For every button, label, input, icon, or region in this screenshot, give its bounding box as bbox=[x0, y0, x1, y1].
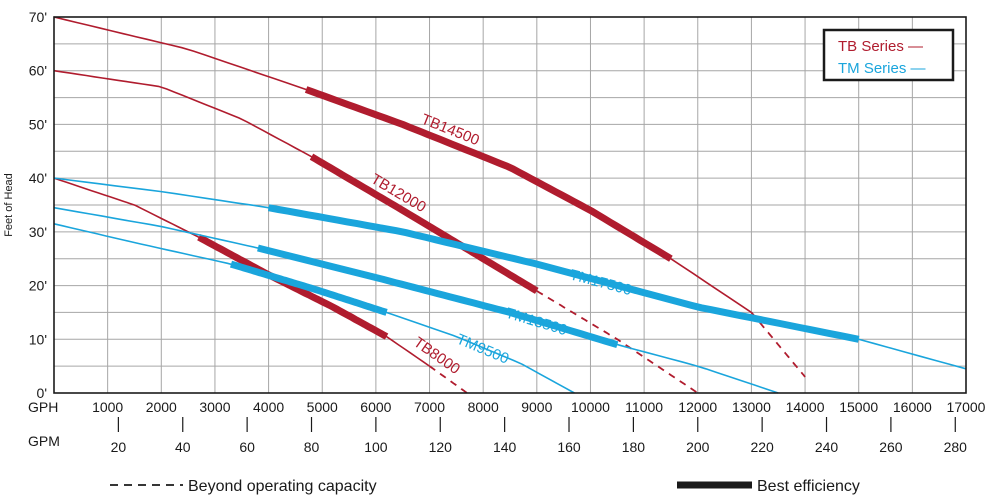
series-tb8000-best-efficiency bbox=[197, 234, 389, 340]
gpm-tick-label: 100 bbox=[364, 439, 388, 455]
gpm-tick-label: 240 bbox=[815, 439, 839, 455]
series-tb12000-best-efficiency bbox=[309, 153, 539, 294]
gph-tick-label: 6000 bbox=[360, 399, 391, 415]
legend: TB Series — TM Series — bbox=[822, 28, 955, 82]
y-tick-label: 10' bbox=[29, 331, 47, 347]
y-tick-label: 70' bbox=[29, 9, 47, 25]
series-tm9500-best-efficiency bbox=[229, 260, 388, 316]
gph-tick-label: 1000 bbox=[92, 399, 123, 415]
legend-box bbox=[822, 28, 955, 82]
gph-tick-label: 16000 bbox=[893, 399, 932, 415]
gpm-tick-label: 220 bbox=[750, 439, 774, 455]
gpm-tick-label: 200 bbox=[686, 439, 710, 455]
gpm-tick-label: 180 bbox=[622, 439, 646, 455]
gph-tick-label: 9000 bbox=[521, 399, 552, 415]
y-tick-label: 30' bbox=[29, 224, 47, 240]
y-tick-labels: 0' 10' 20' 30' 40' 50' 60' 70' bbox=[29, 9, 47, 401]
y-tick-label: 50' bbox=[29, 116, 47, 132]
gph-tick-label: 14000 bbox=[786, 399, 825, 415]
gpm-tick-label: 260 bbox=[879, 439, 903, 455]
gph-tick-label: 2000 bbox=[146, 399, 177, 415]
legend-item-tm: TM Series — bbox=[838, 60, 926, 77]
legend-item-tb: TB Series — bbox=[838, 38, 923, 55]
series-tb14500-beyond-capacity bbox=[750, 311, 806, 378]
curves bbox=[53, 16, 967, 394]
y-tick-label: 60' bbox=[29, 63, 47, 79]
gph-tick-label: 12000 bbox=[678, 399, 717, 415]
gpm-tick-label: 60 bbox=[239, 439, 255, 455]
y-tick-label: 20' bbox=[29, 278, 47, 294]
y-tick-label: 40' bbox=[29, 170, 47, 186]
y-tick-label: 0' bbox=[37, 385, 47, 401]
footer-legend: Beyond operating capacity Best efficienc… bbox=[110, 478, 860, 495]
gpm-tick-label: 20 bbox=[111, 439, 127, 455]
gph-tick-label: 4000 bbox=[253, 399, 284, 415]
gph-tick-label: 10000 bbox=[571, 399, 610, 415]
gph-tick-label: 7000 bbox=[414, 399, 445, 415]
gph-tick-label: 3000 bbox=[199, 399, 230, 415]
gpm-axis-label: GPM bbox=[28, 433, 60, 449]
gpm-tick-label: 160 bbox=[557, 439, 581, 455]
y-axis-title: Feet of Head bbox=[3, 173, 15, 237]
gph-tick-label: 8000 bbox=[468, 399, 499, 415]
series-tb12000-beyond-capacity bbox=[536, 290, 699, 394]
series-tm17500-best-efficiency bbox=[267, 204, 860, 343]
plot-frame bbox=[53, 16, 967, 394]
gph-tick-label: 13000 bbox=[732, 399, 771, 415]
gpm-tick-label: 80 bbox=[304, 439, 320, 455]
gpm-tick-label: 40 bbox=[175, 439, 191, 455]
gpm-tick-label: 280 bbox=[944, 439, 968, 455]
gph-tick-label: 11000 bbox=[625, 399, 663, 415]
gph-axis-label: GPH bbox=[28, 399, 58, 415]
gph-tick-label: 17000 bbox=[947, 399, 986, 415]
best-efficiency-label: Best efficiency bbox=[757, 478, 860, 495]
gpm-axis: GPM 20 40 60 80 100 120 140 160 180 200 220 240 260 2… bbox=[28, 417, 967, 455]
gph-tick-label: 5000 bbox=[307, 399, 338, 415]
gph-tick-label: 15000 bbox=[839, 399, 878, 415]
gph-axis: GPH 1000 2000 3000 4000 5000 6000 7000 8000 9000… bbox=[28, 399, 986, 415]
gpm-tick-label: 120 bbox=[429, 439, 453, 455]
gpm-tick-label: 140 bbox=[493, 439, 517, 455]
beyond-capacity-label: Beyond operating capacity bbox=[188, 478, 377, 495]
series-tb14500-best-efficiency bbox=[304, 86, 673, 262]
grid bbox=[54, 17, 966, 393]
series-tm13500-best-efficiency bbox=[257, 244, 619, 349]
